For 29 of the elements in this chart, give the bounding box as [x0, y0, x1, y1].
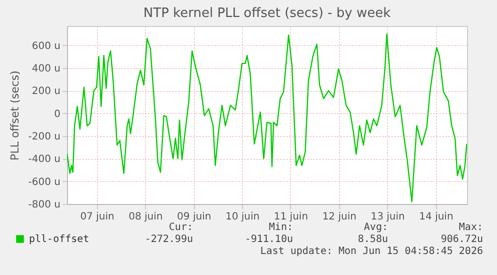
- y-tick-label: 600 u: [32, 40, 60, 52]
- text: 8.58u: [358, 234, 388, 245]
- x-tick-label: 08 juin: [128, 212, 163, 222]
- text: -272.99u: [144, 234, 193, 245]
- y-tick-label: -600 u: [28, 176, 60, 188]
- x-tick-label: 12 juin: [322, 212, 356, 222]
- text: Last update: Mon Jun 15 04:58:45 2026: [260, 246, 483, 257]
- text: Max:: [458, 222, 483, 233]
- y-tick-label: -200 u: [28, 131, 60, 142]
- chart-title: NTP kernel PLL offset (secs) - by week: [143, 6, 392, 21]
- y-tick-label: -400 u: [28, 154, 60, 166]
- text: Cur:: [168, 222, 193, 233]
- x-tick-label: 14 juin: [419, 212, 454, 222]
- x-tick-label: 13 juin: [370, 212, 405, 222]
- text: 906.72u: [440, 234, 483, 245]
- x-tick-label: 07 juin: [80, 212, 114, 222]
- text: Min:: [268, 222, 293, 233]
- y-tick-label: -800 u: [28, 200, 60, 210]
- text: -911.10u: [244, 234, 293, 245]
- x-tick-label: 11 juin: [274, 212, 308, 222]
- line-series: [67, 33, 467, 202]
- text: Avg:: [364, 222, 388, 233]
- x-tick-label: 09 juin: [177, 212, 212, 222]
- y-tick-label: 200 u: [32, 86, 60, 98]
- y-tick-label: 400 u: [32, 63, 60, 74]
- x-tick-label: 10 juin: [225, 212, 260, 222]
- y-tick-label: 0: [54, 108, 60, 120]
- legend-label: pll-offset: [29, 234, 90, 245]
- y-axis-title: PLL offset (secs): [8, 70, 22, 160]
